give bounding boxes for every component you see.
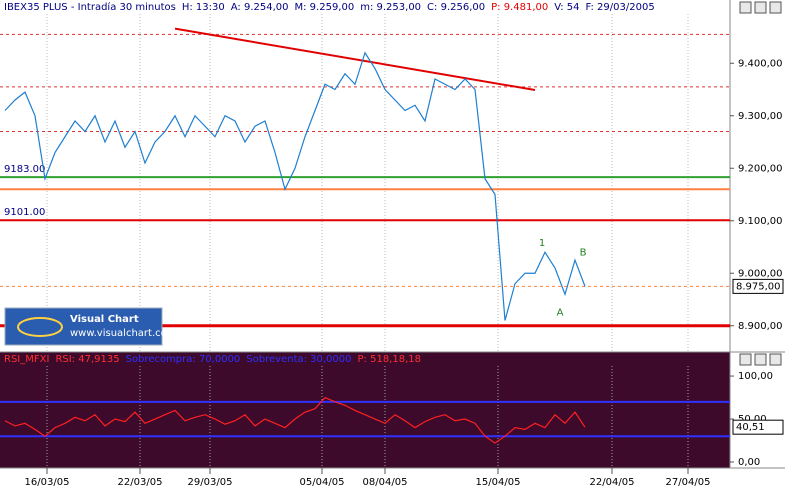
- last-value-box: [732, 419, 784, 435]
- header-text: RSI_MFXI: [4, 354, 49, 365]
- y-tick-label: 9.300,00: [738, 111, 783, 122]
- y-tick-label: 9.100,00: [738, 216, 783, 227]
- x-tick-label: 15/04/05: [476, 477, 521, 488]
- header-text: H: 13:30: [182, 2, 225, 13]
- header-text: m: 9.253,00: [360, 2, 421, 13]
- header-text: Sobrecompra: 70,0000: [126, 354, 241, 365]
- close-button[interactable]: [769, 1, 782, 14]
- header-text: V: 54: [554, 2, 579, 13]
- y-tick-label: 100,00: [738, 371, 773, 382]
- wave-label: 1: [539, 238, 545, 249]
- header-text: P: 518,18,18: [358, 354, 421, 365]
- y-tick-label: 9.200,00: [738, 163, 783, 174]
- header-text: A: 9.254,00: [231, 2, 289, 13]
- watermark-box: [4, 307, 163, 346]
- window-buttons[interactable]: [739, 1, 782, 366]
- x-tick-label: 29/03/05: [188, 477, 233, 488]
- level-label: 9101.00: [4, 207, 45, 218]
- y-tick-label: 50,00: [738, 414, 767, 425]
- y-tick-label: 8.900,00: [738, 321, 783, 332]
- close-button[interactable]: [769, 353, 782, 366]
- x-tick-label: 16/03/05: [25, 477, 70, 488]
- y-tick-label: 0,00: [738, 457, 760, 468]
- level-label: 9183.00: [4, 164, 45, 175]
- header-text: C: 9.256,00: [427, 2, 485, 13]
- minimize-button[interactable]: [739, 353, 752, 366]
- last-value-label: 40,51: [736, 422, 765, 433]
- header-text: F: 29/03/2005: [586, 2, 655, 13]
- header-text: IBEX35 PLUS - Intradía 30 minutos: [4, 1, 176, 13]
- x-tick-label: 27/04/05: [666, 477, 711, 488]
- header-text: P: 9.481,00: [491, 2, 548, 13]
- y-tick-label: 9.400,00: [738, 58, 783, 69]
- wave-label: A: [557, 308, 564, 319]
- maximize-button[interactable]: [754, 353, 767, 366]
- watermark: Visual Chart www.visualchart.com: [4, 307, 176, 346]
- x-tick-label: 22/04/05: [590, 477, 635, 488]
- watermark-url: www.visualchart.com: [70, 328, 176, 339]
- price-line: [4, 396, 586, 444]
- watermark-logo: [17, 317, 63, 337]
- header-text: M: 9.259,00: [295, 2, 355, 13]
- last-value-label: 8.975,00: [736, 281, 781, 292]
- x-tick-label: 08/04/05: [363, 477, 408, 488]
- x-tick-label: 05/04/05: [300, 477, 345, 488]
- wave-label: B: [580, 247, 587, 258]
- price-line: [4, 51, 586, 321]
- minimize-button[interactable]: [739, 1, 752, 14]
- header-text: Sobreventa: 30,0000: [246, 354, 351, 365]
- y-tick-label: 9.000,00: [738, 268, 783, 279]
- x-tick-label: 22/03/05: [118, 477, 163, 488]
- header-text: RSI: 47,9135: [55, 354, 119, 365]
- maximize-button[interactable]: [754, 1, 767, 14]
- watermark-title: Visual Chart: [70, 314, 139, 325]
- rsi-panel: [0, 352, 730, 468]
- last-value-box: [732, 278, 784, 294]
- trendline: [174, 27, 536, 92]
